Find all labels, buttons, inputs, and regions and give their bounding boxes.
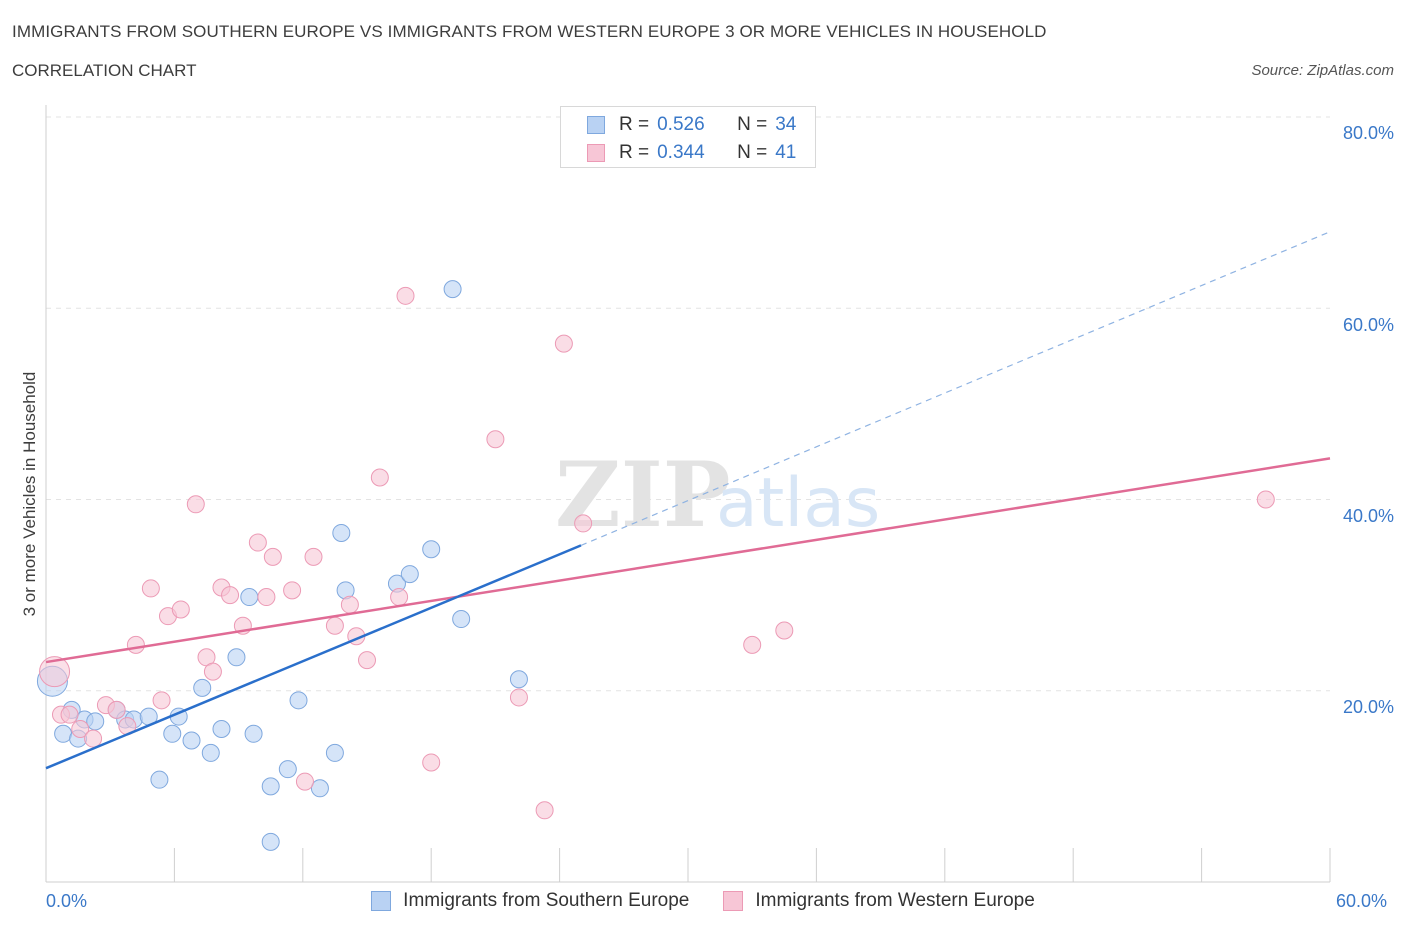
y-tick-label-60: 60.0% bbox=[1342, 315, 1394, 335]
point-southern bbox=[201, 743, 220, 762]
point-western bbox=[141, 579, 160, 598]
series-legend: Immigrants from Southern Europe Immigran… bbox=[0, 890, 1406, 912]
point-western bbox=[370, 468, 389, 487]
point-western bbox=[39, 656, 71, 688]
point-western bbox=[535, 801, 554, 820]
legend-n-label: N = bbox=[737, 142, 768, 163]
legend-n-label: N = bbox=[737, 114, 768, 135]
legend-item-western[interactable]: Immigrants from Western Europe bbox=[723, 890, 1035, 912]
y-axis-label: 3 or more Vehicles in Household bbox=[20, 371, 39, 617]
legend-n-value: 34 bbox=[775, 114, 797, 135]
legend-series-name: Immigrants from Western Europe bbox=[755, 890, 1035, 911]
stats-legend: R = 0.526 N = 34 R = 0.344 N = 41 bbox=[560, 106, 816, 168]
point-western bbox=[257, 588, 276, 607]
point-southern bbox=[227, 648, 246, 667]
point-southern bbox=[150, 770, 169, 789]
point-southern bbox=[400, 565, 419, 584]
point-southern bbox=[193, 678, 212, 697]
point-southern bbox=[86, 712, 105, 731]
point-southern bbox=[325, 743, 344, 762]
point-western bbox=[390, 588, 409, 607]
legend-r-value: 0.526 bbox=[657, 114, 705, 135]
point-western bbox=[574, 514, 593, 533]
legend-item-southern[interactable]: Immigrants from Southern Europe bbox=[371, 890, 689, 912]
point-western bbox=[304, 547, 323, 566]
point-southern bbox=[240, 588, 259, 607]
point-western bbox=[203, 662, 222, 681]
trend-line-southern bbox=[45, 544, 582, 770]
x-tick-label-min: 0.0% bbox=[46, 891, 88, 911]
point-western bbox=[283, 581, 302, 600]
point-western bbox=[221, 586, 240, 605]
point-western bbox=[509, 688, 528, 707]
point-western bbox=[84, 729, 103, 748]
watermark-atlas: atlas bbox=[716, 464, 880, 543]
point-southern bbox=[163, 724, 182, 743]
legend-r-label: R = bbox=[619, 114, 650, 135]
y-tick-label-40: 40.0% bbox=[1342, 506, 1394, 526]
legend-row-western: R = 0.344 N = 41 bbox=[587, 142, 796, 164]
point-southern bbox=[452, 610, 471, 629]
point-western bbox=[107, 700, 126, 719]
point-southern bbox=[212, 720, 231, 738]
trend-line-western bbox=[45, 457, 1331, 664]
point-western bbox=[60, 705, 79, 724]
x-tick-label-max: 60.0% bbox=[1336, 891, 1388, 911]
point-western bbox=[126, 635, 145, 654]
point-southern bbox=[182, 731, 201, 750]
point-western bbox=[152, 691, 171, 710]
point-western bbox=[422, 753, 441, 772]
point-western bbox=[71, 720, 90, 738]
point-southern bbox=[261, 832, 280, 851]
legend-r-label: R = bbox=[619, 142, 650, 163]
point-southern bbox=[310, 779, 329, 798]
point-western bbox=[295, 772, 314, 791]
legend-swatch-pink bbox=[723, 891, 744, 911]
legend-n-value: 41 bbox=[775, 142, 797, 163]
y-tick-label-80: 80.0% bbox=[1342, 123, 1394, 143]
legend-series-name: Immigrants from Southern Europe bbox=[403, 890, 690, 911]
point-southern bbox=[54, 724, 73, 743]
point-western bbox=[396, 286, 415, 305]
legend-row-southern: R = 0.526 N = 34 bbox=[587, 114, 796, 136]
point-southern bbox=[443, 280, 462, 299]
point-southern bbox=[244, 724, 263, 743]
chart-title: IMMIGRANTS FROM SOUTHERN EUROPE VS IMMIG… bbox=[12, 22, 1047, 41]
point-southern bbox=[289, 691, 308, 710]
point-western bbox=[263, 547, 282, 566]
point-western bbox=[554, 334, 573, 353]
point-western bbox=[325, 616, 344, 635]
point-western bbox=[486, 430, 505, 449]
legend-swatch-pink bbox=[587, 144, 605, 162]
point-southern bbox=[278, 760, 297, 779]
point-western bbox=[186, 495, 205, 514]
source-label: Source: ZipAtlas.com bbox=[1251, 62, 1394, 79]
legend-r-value: 0.344 bbox=[657, 142, 705, 163]
point-southern bbox=[509, 670, 528, 689]
point-western bbox=[1256, 490, 1275, 509]
point-western bbox=[775, 621, 794, 640]
y-tick-label-20: 20.0% bbox=[1342, 697, 1394, 717]
chart-subtitle: CORRELATION CHART bbox=[12, 61, 197, 80]
point-western bbox=[340, 595, 359, 614]
point-western bbox=[171, 600, 190, 619]
point-southern bbox=[332, 523, 351, 542]
point-southern bbox=[261, 777, 280, 796]
point-western bbox=[743, 635, 762, 654]
legend-swatch-blue bbox=[371, 891, 392, 911]
legend-swatch-blue bbox=[587, 116, 605, 134]
trend-line-southern-extension bbox=[580, 231, 1331, 546]
point-western bbox=[248, 533, 267, 552]
point-southern bbox=[422, 540, 441, 559]
point-western bbox=[358, 651, 376, 670]
